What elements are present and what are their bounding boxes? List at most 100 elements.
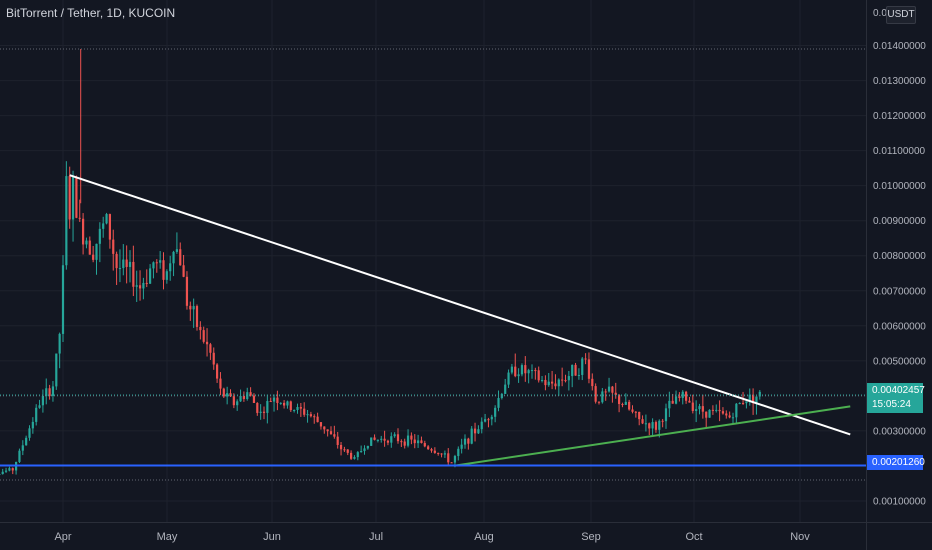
candle-body xyxy=(386,440,390,443)
candle-body xyxy=(222,388,225,397)
candle-body xyxy=(527,370,530,374)
candle-body xyxy=(725,413,728,416)
currency-button[interactable]: USDT xyxy=(886,6,916,24)
candle-body xyxy=(236,401,239,406)
candle-body xyxy=(731,417,735,419)
price-axis[interactable]: 0.01400000 0.01300000 0.01200000 0.01100000… xyxy=(866,0,927,550)
candle-body xyxy=(165,271,168,280)
candle-body xyxy=(430,449,433,451)
candle-body xyxy=(651,422,654,429)
candle-body xyxy=(755,396,758,404)
candle-body xyxy=(65,176,68,266)
candle-body xyxy=(38,405,41,408)
candle-body xyxy=(145,282,148,284)
price-axis-label: 0.00100000 xyxy=(873,496,926,507)
candle-body xyxy=(698,406,701,410)
candle-body xyxy=(567,376,570,381)
candle-body xyxy=(735,403,738,418)
price-axis-label: 0.00600000 xyxy=(873,321,926,332)
candle-body xyxy=(323,426,326,430)
candle-body xyxy=(329,431,333,435)
candle-body xyxy=(581,358,584,375)
candle-body xyxy=(266,401,269,413)
candle-body xyxy=(155,262,158,264)
candle-body xyxy=(540,379,544,381)
candle-body xyxy=(175,249,178,252)
candle-body xyxy=(108,214,111,240)
candle-body xyxy=(239,395,242,402)
candle-body xyxy=(561,379,564,381)
candle-body xyxy=(721,411,725,414)
candle-body xyxy=(31,421,34,429)
candle-body xyxy=(654,422,658,430)
candle-body xyxy=(614,392,617,395)
candle-body xyxy=(611,386,614,393)
candle-body xyxy=(202,330,205,342)
candle-body xyxy=(189,305,192,310)
candle-body xyxy=(115,253,118,269)
candle-body xyxy=(427,446,430,450)
candle-body xyxy=(118,268,122,270)
candle-body xyxy=(457,448,460,457)
candle-body xyxy=(661,420,664,422)
candle-body xyxy=(226,393,229,397)
candle-body xyxy=(306,414,309,416)
candle-body xyxy=(319,422,323,427)
candle-body xyxy=(205,341,209,345)
candle-body xyxy=(8,468,11,471)
candle-body xyxy=(597,401,601,403)
candle-body xyxy=(393,434,396,437)
candle-body xyxy=(75,176,78,218)
candle-body xyxy=(728,415,731,418)
candle-body xyxy=(51,386,55,396)
candle-body xyxy=(423,443,426,447)
candles xyxy=(0,49,761,476)
candle-body xyxy=(256,402,259,413)
candle-body xyxy=(343,449,346,451)
candle-body xyxy=(420,440,423,444)
candle-body xyxy=(98,228,101,244)
candle-body xyxy=(641,419,644,424)
candle-body xyxy=(276,397,279,404)
candle-body xyxy=(172,251,175,264)
candle-body xyxy=(477,429,480,434)
time-axis-label: Apr xyxy=(54,531,71,543)
price-axis-label: 0.01200000 xyxy=(873,111,926,122)
candle-body xyxy=(252,395,256,403)
candle-body xyxy=(333,434,336,437)
candle-body xyxy=(741,402,745,404)
candle-body xyxy=(658,420,661,430)
candle-body xyxy=(460,444,463,449)
time-axis-label: Oct xyxy=(685,531,702,543)
candle-body xyxy=(708,409,711,418)
time-axis[interactable]: Apr May Jun Jul Aug Sep Oct Nov xyxy=(0,522,932,544)
price-axis-label: 0.00900000 xyxy=(873,216,926,227)
candle-body xyxy=(128,261,132,267)
candle-body xyxy=(182,265,185,277)
candle-body xyxy=(624,401,627,405)
candle-body xyxy=(179,249,182,266)
candle-body xyxy=(25,437,28,446)
candle-body xyxy=(517,374,520,377)
candle-body xyxy=(638,411,641,420)
candle-body xyxy=(58,333,61,354)
candle-body xyxy=(11,468,14,471)
grid-lines xyxy=(0,0,866,522)
candle-body xyxy=(473,428,477,434)
price-axis-label: 0.00800000 xyxy=(873,251,926,262)
candle-body xyxy=(216,364,219,379)
candle-body xyxy=(440,453,443,455)
candle-body xyxy=(406,435,410,446)
candle-body xyxy=(299,407,302,409)
candle-body xyxy=(470,428,473,444)
candle-body xyxy=(607,386,611,392)
candle-body xyxy=(35,407,38,422)
candle-body xyxy=(554,383,557,387)
candle-body xyxy=(92,254,95,260)
price-axis-label: 0.00700000 xyxy=(873,286,926,297)
candle-body xyxy=(1,471,4,475)
last-price-value: 0.00402457 xyxy=(872,385,925,396)
candle-body xyxy=(48,388,51,396)
candle-body xyxy=(289,401,292,411)
